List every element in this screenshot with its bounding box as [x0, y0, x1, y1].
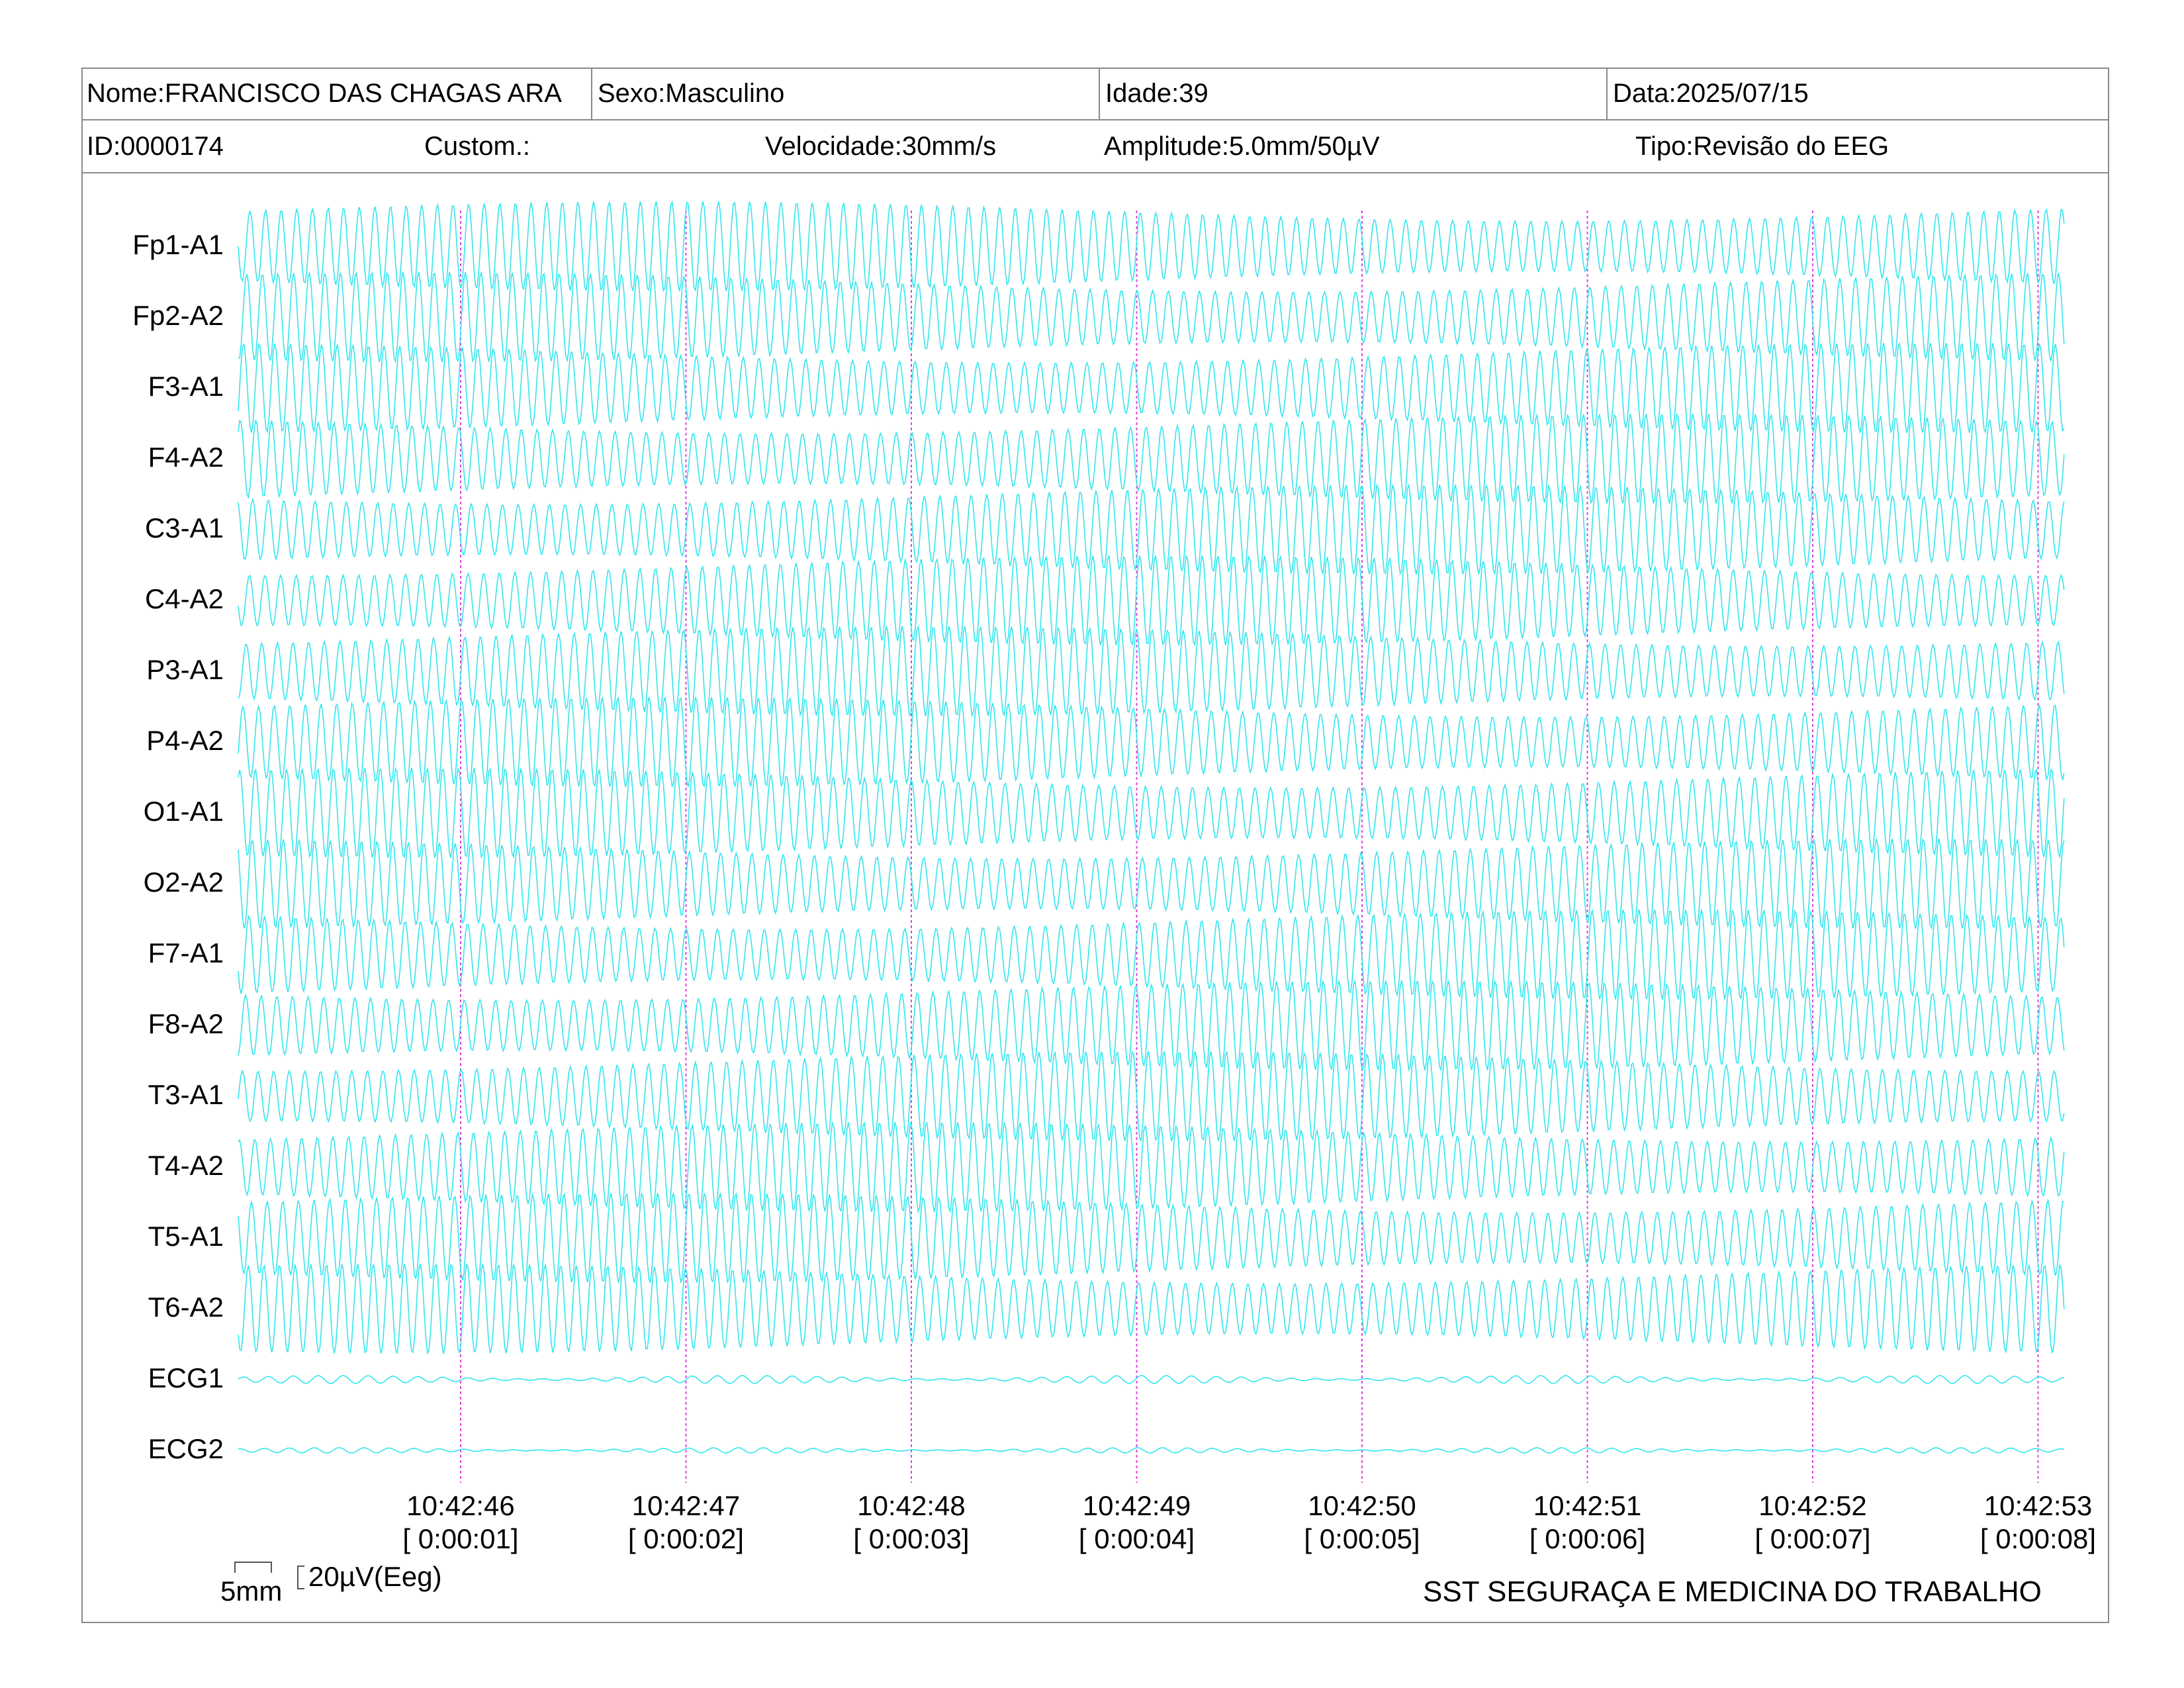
- time-marker-label: 10:42:51[ 0:00:06]: [1529, 1489, 1645, 1556]
- clock-time: 10:42:51: [1533, 1490, 1642, 1521]
- time-marker-label: 10:42:47[ 0:00:02]: [628, 1489, 744, 1556]
- clock-time: 10:42:46: [406, 1490, 515, 1521]
- elapsed-time: [ 0:00:02]: [627, 1523, 745, 1554]
- channel-label: Fp1-A1: [132, 229, 224, 260]
- header-row-1: Nome:FRANCISCO DAS CHAGAS ARA Sexo:Mascu…: [81, 68, 2109, 120]
- time-marker-label: 10:42:53[ 0:00:08]: [1980, 1489, 2096, 1556]
- channel-label: T3-A1: [148, 1079, 224, 1110]
- amplitude-setting: Amplitude:5.0mm/50µV: [1104, 132, 1380, 161]
- time-marker-label: 10:42:52[ 0:00:07]: [1754, 1489, 1870, 1556]
- speed-setting: Velocidade:30mm/s: [765, 132, 997, 161]
- exam-type: Tipo:Revisão do EEG: [1635, 132, 1889, 161]
- header-row-2: ID:0000174 Custom.: Velocidade:30mm/s Am…: [81, 120, 2109, 173]
- patient-age: Idade:39: [1099, 68, 1606, 119]
- patient-name: Nome:FRANCISCO DAS CHAGAS ARA: [87, 79, 562, 108]
- channel-label: F8-A2: [148, 1008, 224, 1039]
- exam-date: Data:2025/07/15: [1606, 68, 2109, 119]
- elapsed-time: [ 0:00:03]: [853, 1523, 970, 1554]
- trace-o1-a1: [238, 767, 2065, 859]
- trace-f3-a1: [238, 342, 2065, 434]
- trace-f7-a1: [238, 908, 2065, 1001]
- channel-label: T6-A2: [148, 1291, 224, 1323]
- channel-label: T4-A2: [148, 1150, 224, 1181]
- elapsed-time: [ 0:00:07]: [1754, 1523, 1871, 1554]
- trace-o2-a2: [238, 837, 2065, 930]
- trace-ecg1: [238, 1375, 2064, 1384]
- elapsed-time: [ 0:00:06]: [1529, 1523, 1646, 1554]
- elapsed-time: [ 0:00:04]: [1078, 1523, 1195, 1554]
- channel-label: O2-A2: [143, 867, 224, 898]
- trace-f4-a2: [238, 412, 2065, 505]
- channel-label: F4-A2: [148, 442, 224, 473]
- trace-p4-a2: [238, 696, 2065, 788]
- channel-label: F3-A1: [148, 371, 224, 402]
- clock-time: 10:42:52: [1758, 1490, 1867, 1521]
- trace-f8-a2: [238, 979, 2065, 1072]
- clock-time: 10:42:47: [631, 1490, 741, 1521]
- elapsed-time: [ 0:00:05]: [1304, 1523, 1420, 1554]
- trace-t6-a2: [238, 1262, 2065, 1355]
- channel-label: ECG2: [148, 1433, 224, 1464]
- channel-label: P4-A2: [146, 725, 224, 756]
- channel-label: C3-A1: [144, 512, 224, 543]
- trace-ecg2: [238, 1447, 2064, 1454]
- clock-time: 10:42:48: [857, 1490, 966, 1521]
- channel-label: O1-A1: [143, 796, 224, 827]
- elapsed-time: [ 0:00:01]: [402, 1523, 519, 1554]
- elapsed-time: [ 0:00:08]: [1979, 1523, 2097, 1554]
- trace-c3-a1: [238, 483, 2065, 576]
- clock-time: 10:42:50: [1308, 1490, 1416, 1521]
- channel-label: Fp2-A2: [132, 300, 224, 331]
- report-frame: [81, 68, 2109, 1623]
- channel-label: ECG1: [148, 1362, 224, 1393]
- scale-time-label: 5mm: [220, 1575, 283, 1607]
- patient-sex: Sexo:Masculino: [591, 68, 1099, 119]
- trace-t5-a1: [238, 1192, 2064, 1284]
- channel-label: T5-A1: [148, 1221, 224, 1252]
- clock-time: 10:42:49: [1082, 1490, 1191, 1521]
- channel-label: P3-A1: [146, 654, 224, 685]
- patient-id: ID:0000174: [87, 132, 224, 161]
- time-marker-label: 10:42:49[ 0:00:04]: [1079, 1489, 1195, 1556]
- trace-fp2-a2: [238, 270, 2065, 364]
- trace-c4-a2: [238, 554, 2065, 647]
- scale-bar: [234, 1562, 304, 1589]
- footer-company: SST SEGURAÇA E MEDICINA DO TRABALHO: [1423, 1575, 2042, 1608]
- channel-label: C4-A2: [144, 583, 224, 614]
- custom-field: Custom.:: [424, 132, 531, 161]
- time-marker-label: 10:42:50[ 0:00:05]: [1304, 1489, 1420, 1556]
- trace-t3-a1: [238, 1050, 2065, 1143]
- scale-amplitude-label: 20µV(Eeg): [308, 1561, 442, 1592]
- time-marker-label: 10:42:46[ 0:00:01]: [402, 1489, 518, 1556]
- time-marker-label: 10:42:48[ 0:00:03]: [853, 1489, 969, 1556]
- trace-fp1-a1: [238, 200, 2065, 293]
- channel-label: F7-A1: [148, 937, 224, 968]
- trace-t4-a2: [238, 1120, 2065, 1214]
- trace-p3-a1: [238, 624, 2065, 718]
- clock-time: 10:42:53: [1983, 1490, 2093, 1521]
